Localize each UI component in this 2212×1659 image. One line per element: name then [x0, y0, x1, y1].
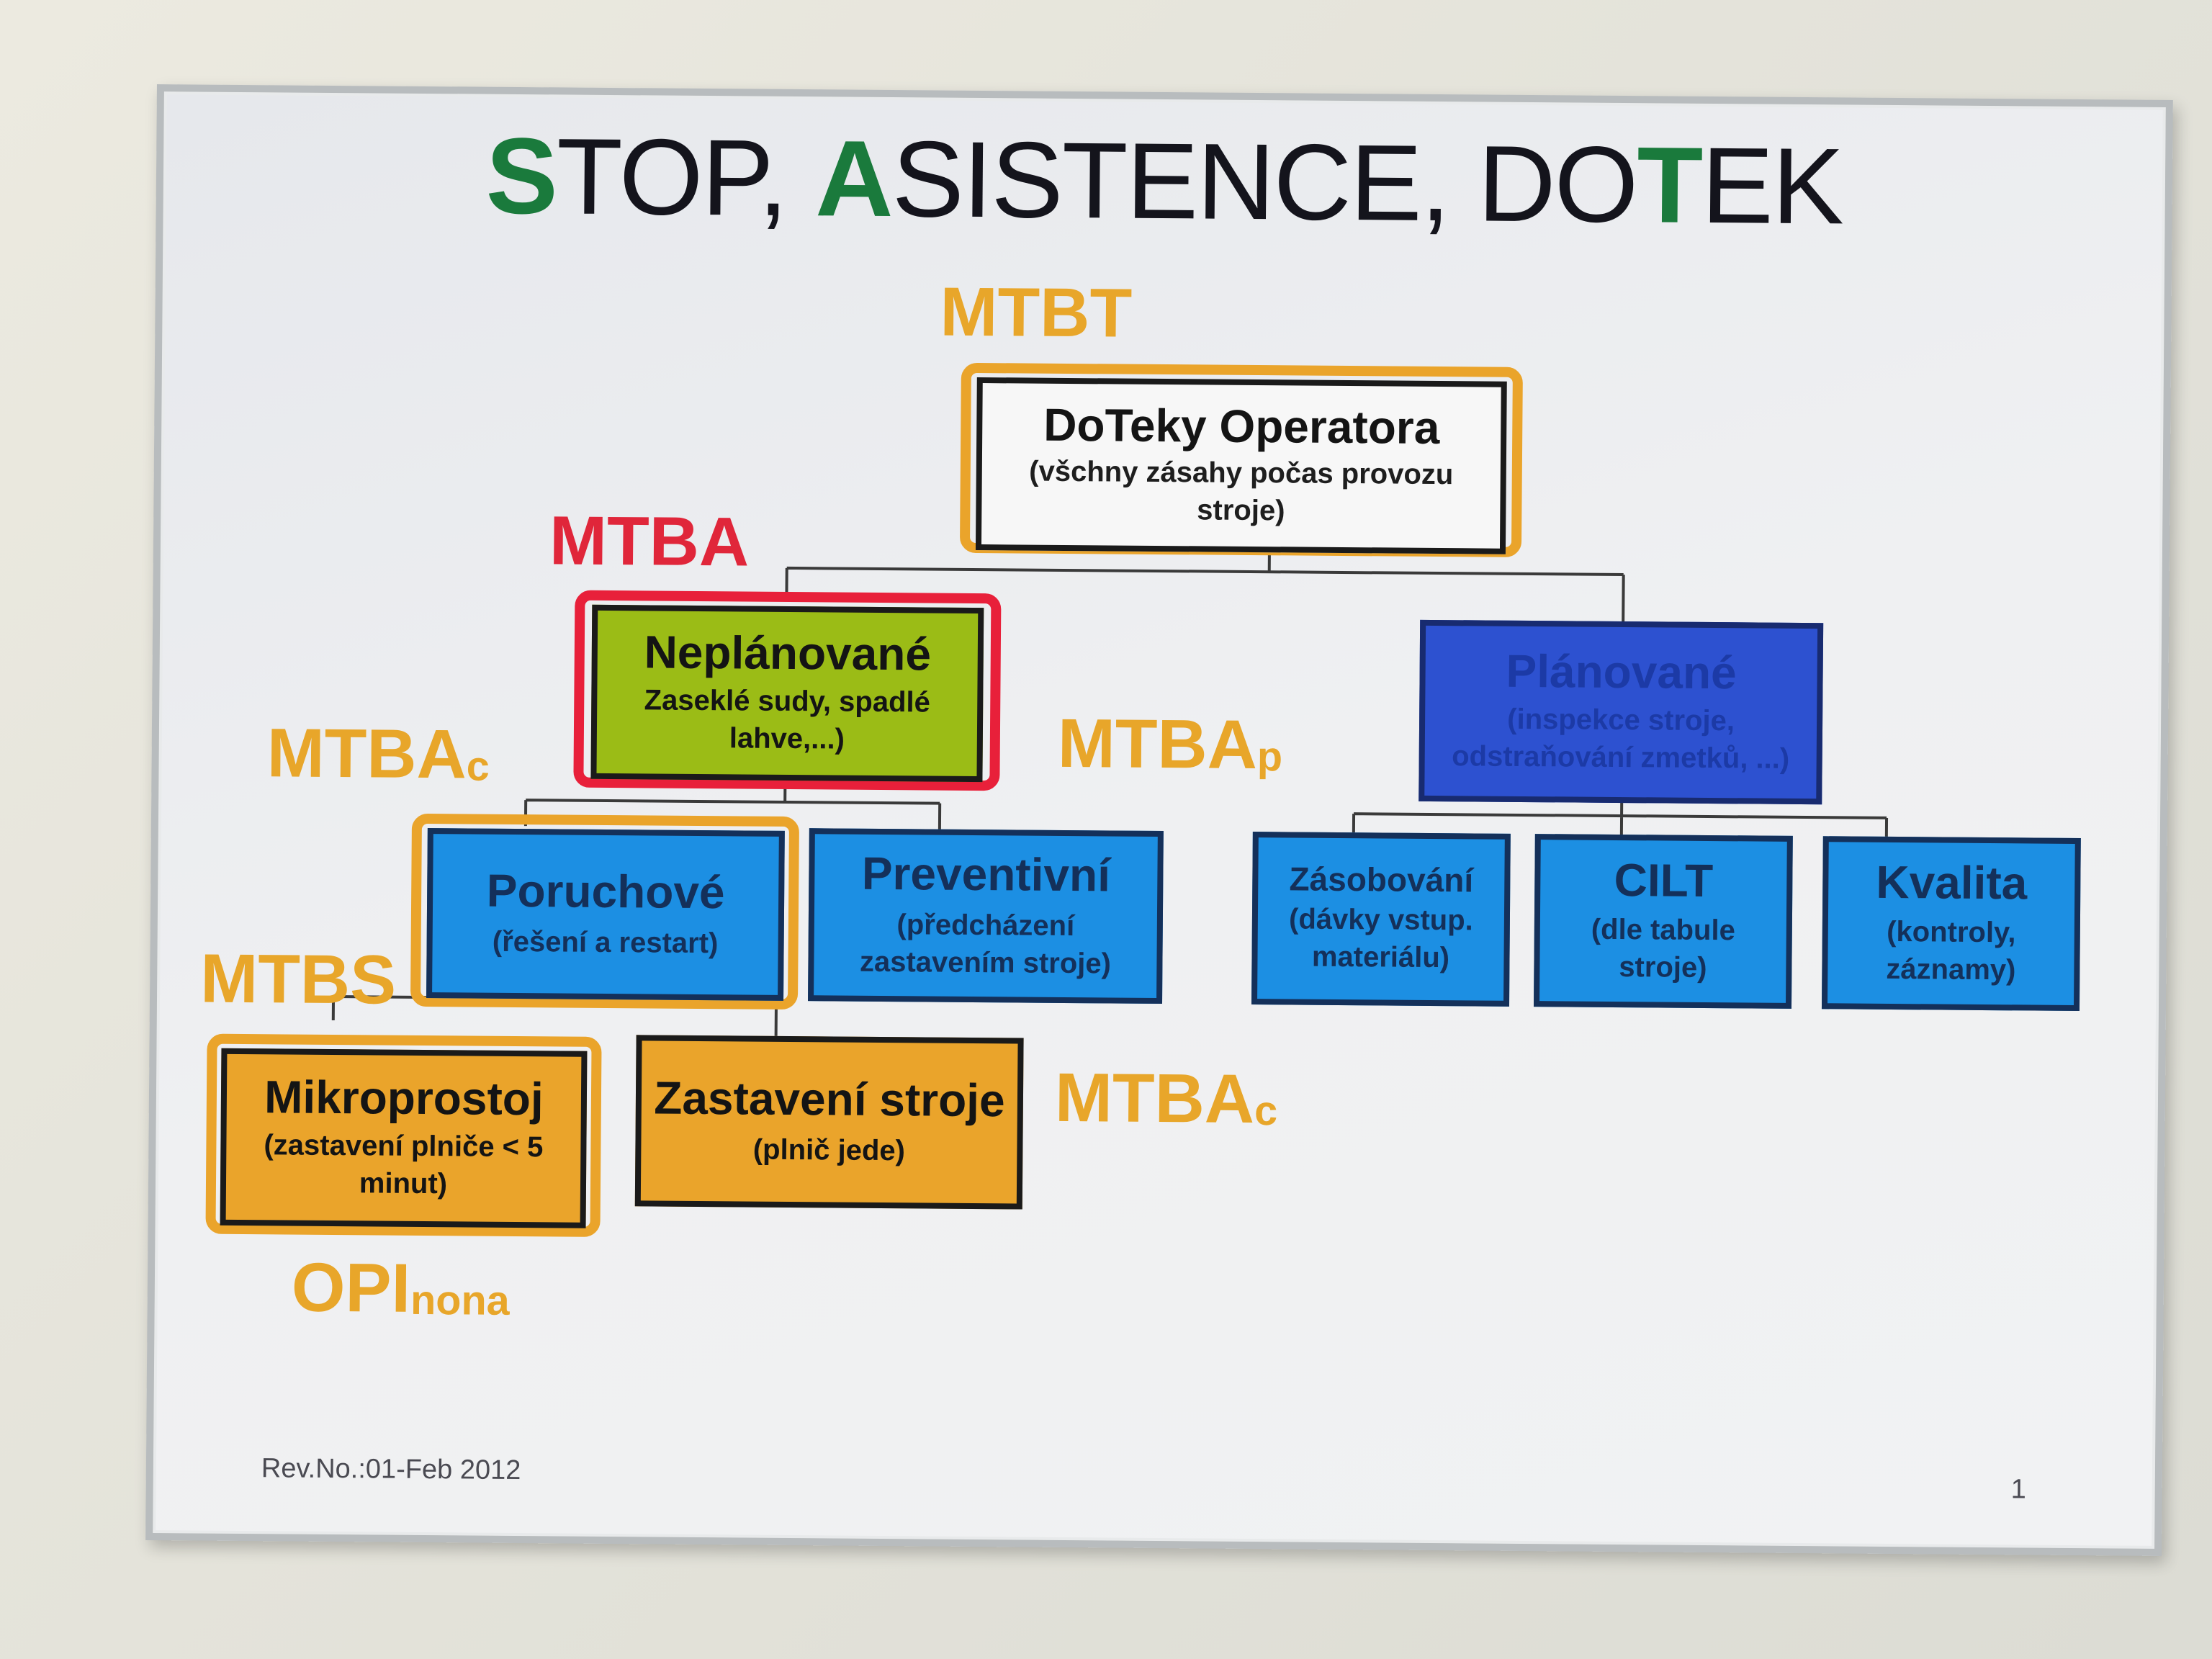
box-mikroprostoj: Mikroprostoj (zastavení plniče < 5 minut… — [220, 1048, 588, 1228]
box-preventivni-sub: (předcházení zastavením stroje) — [859, 908, 1112, 980]
box-cilt-title: CILT — [1614, 854, 1714, 907]
metric-mtbac-left: MTBAc — [266, 714, 490, 793]
box-doteky-operatora: DoTeky Operatora (všchny zásahy počas pr… — [975, 377, 1507, 554]
metric-mtbac-right-sub: c — [1254, 1087, 1278, 1135]
connector-neplanovane — [523, 780, 942, 830]
box-neplanovane-sub: Zaseklé sudy, spadlé lahve,...) — [644, 683, 931, 755]
box-zastaveni-stroje: Zastavení stroje (plnič jede) — [634, 1035, 1024, 1210]
page-number: 1 — [2010, 1474, 2027, 1505]
box-preventivni-title: Preventivní — [861, 848, 1111, 902]
box-doteky-sub: (všchny zásahy počas provozu stroje) — [1029, 455, 1454, 526]
metric-mtbap-main: MTBA — [1057, 704, 1258, 784]
box-planovane-sub: (inspekce stroje, odstraňování zmetků, .… — [1452, 703, 1790, 775]
connector-planovane — [1352, 803, 1889, 837]
box-zasobovani-sub: (dávky vstup. materiálu) — [1288, 903, 1473, 974]
metric-mtbt: MTBT — [940, 273, 1133, 352]
revision-note: Rev.No.:01-Feb 2012 — [261, 1453, 521, 1486]
metric-mtbap: MTBAp — [1057, 705, 1283, 783]
poster-sheet: STOP, ASISTENCE, DOTEK MTBT MTBA MTBAc M… — [153, 91, 2166, 1549]
metric-opi-sub: nona — [410, 1277, 510, 1324]
box-kvalita: Kvalita (kontroly, záznamy) — [1821, 836, 2081, 1012]
box-planovane-title: Plánované — [1506, 645, 1737, 699]
box-poruchove: Poruchové (řešení a restart) — [426, 828, 785, 1001]
box-mikroprostoj-title: Mikroprostoj — [264, 1071, 544, 1125]
metric-mtba: MTBA — [549, 502, 750, 581]
poster-frame: STOP, ASISTENCE, DOTEK MTBT MTBA MTBAc M… — [145, 84, 2173, 1556]
box-neplanovane: Neplánované Zaseklé sudy, spadlé lahve,.… — [590, 604, 984, 783]
metric-mtbac-right: MTBAc — [1055, 1059, 1278, 1138]
metric-mtbac-left-main: MTBA — [266, 714, 467, 793]
metric-mtbap-sub: p — [1256, 733, 1283, 781]
connector-root — [785, 552, 1625, 622]
metric-mtbs: MTBS — [199, 940, 397, 1019]
box-poruchove-sub: (řešení a restart) — [492, 925, 719, 959]
box-kvalita-title: Kvalita — [1876, 856, 2028, 909]
box-zastaveni-sub: (plnič jede) — [752, 1133, 906, 1166]
box-zasobovani-title: Zásobování — [1289, 860, 1474, 899]
metric-mtbac-left-sub: c — [466, 743, 490, 790]
metric-mtbac-right-main: MTBA — [1054, 1058, 1255, 1138]
box-poruchove-title: Poruchové — [486, 865, 725, 919]
box-kvalita-sub: (kontroly, záznamy) — [1886, 915, 2016, 986]
box-mikroprostoj-sub: (zastavení plniče < 5 minut) — [264, 1128, 544, 1200]
box-preventivni: Preventivní (předcházení zastavením stro… — [808, 828, 1164, 1004]
box-zasobovani: Zásobování (dávky vstup. materiálu) — [1251, 832, 1511, 1007]
box-zastaveni-title: Zastavení stroje — [654, 1071, 1005, 1127]
box-doteky-title: DoTeky Operatora — [1043, 399, 1440, 454]
box-cilt: CILT (dle tabule stroje) — [1533, 834, 1793, 1009]
metric-opi: OPInona — [291, 1249, 510, 1327]
box-neplanovane-title: Neplánované — [644, 626, 932, 680]
box-cilt-sub: (dle tabule stroje) — [1591, 913, 1736, 984]
box-planovane: Plánované (inspekce stroje, odstraňování… — [1419, 619, 1824, 805]
metric-opi-main: OPI — [291, 1249, 411, 1327]
